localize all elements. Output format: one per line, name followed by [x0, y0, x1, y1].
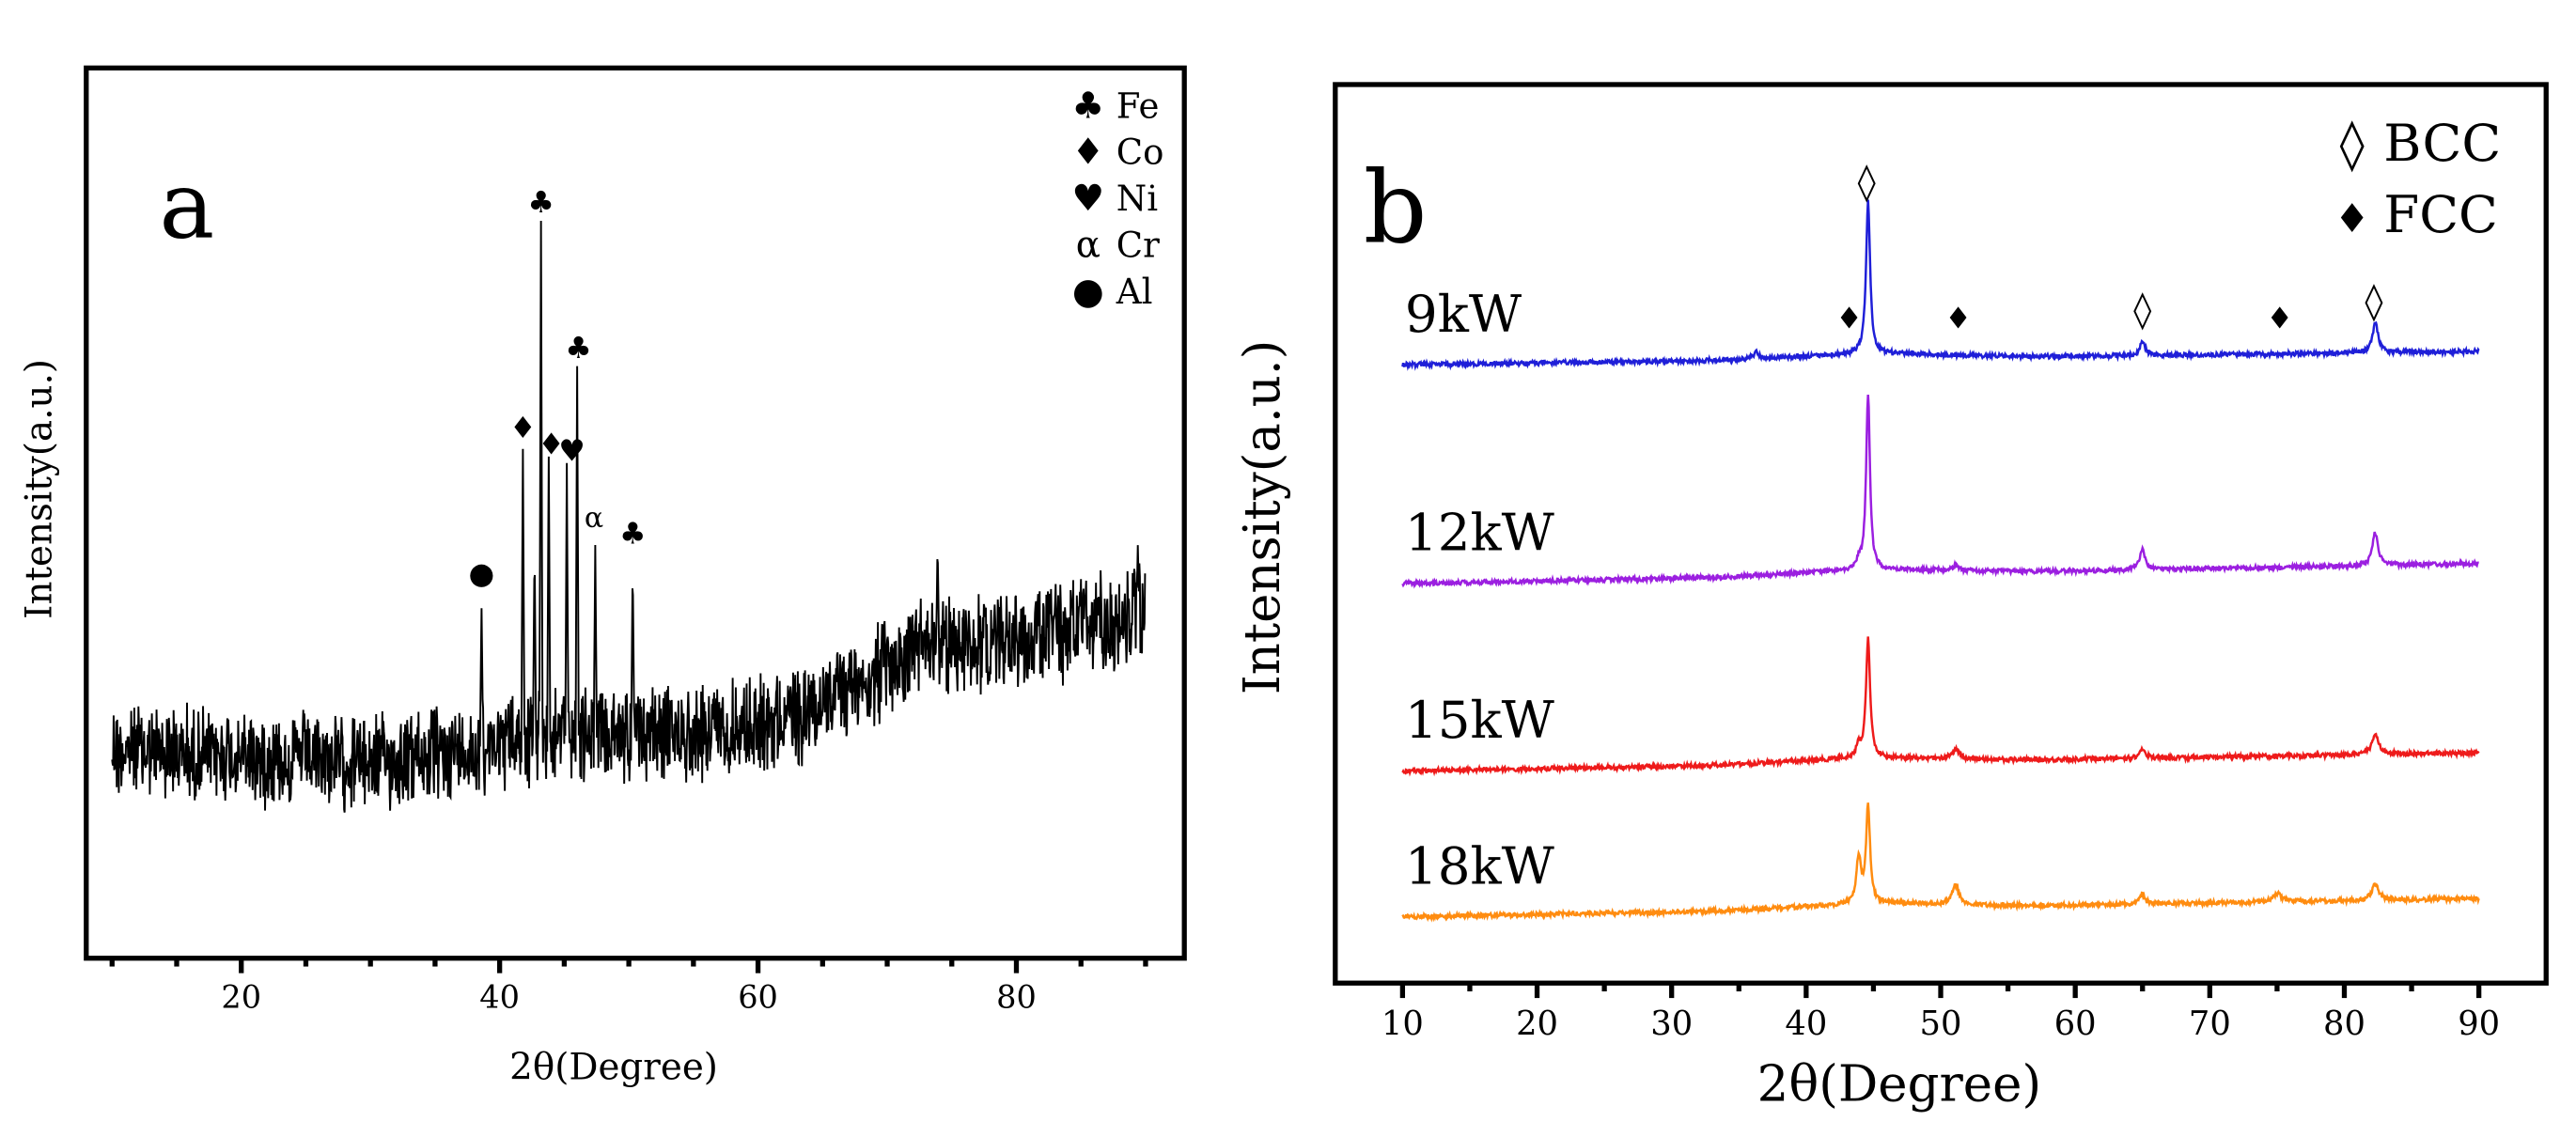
- panel-a-legend-symbol: ●: [1072, 271, 1104, 313]
- panel-b-x-tick-label: 90: [2458, 1005, 2500, 1043]
- panel-a-x-tick-label: 40: [479, 979, 520, 1016]
- panel-b-legend-label: BCC: [2383, 113, 2501, 173]
- panel-b-series-line: [1401, 802, 2480, 923]
- panel-a-peak-marker: ♣: [527, 186, 554, 220]
- panel-b-peak-marker: ♦: [2267, 302, 2293, 335]
- panel-b-series-line: [1401, 199, 2480, 371]
- panel-b-x-tick-label: 80: [2323, 1005, 2365, 1043]
- panel-b-x-tick-label: 70: [2189, 1005, 2231, 1043]
- panel-b-x-axis-title: 2θ(Degree): [1757, 1055, 2041, 1113]
- panel-a-y-axis-title: Intensity(a.u.): [19, 359, 61, 619]
- panel-a-plot-frame: [84, 65, 1187, 961]
- panel-b-peak-marker: ♦: [1835, 302, 1862, 335]
- panel-a-legend-symbol: ♥: [1071, 178, 1104, 220]
- panel-b-legend-symbol: ♦: [2334, 195, 2370, 241]
- panel-b-peak-marker: ◊: [2365, 280, 2383, 322]
- panel-a-x-tick-labels: 20 40 60 80: [221, 979, 1036, 1016]
- panel-a-peak-marker: ♣: [565, 332, 591, 366]
- panel-a-peak-marker: α: [585, 502, 603, 535]
- panel-b-series-label: 12kW: [1405, 503, 1555, 563]
- panel-a-peak-marker: ●: [469, 557, 495, 591]
- panel-b-series-labels: 9kW 12kW 15kW 18kW: [1405, 284, 1555, 896]
- panel-b-x-tick-label: 60: [2054, 1005, 2097, 1043]
- panel-a-peak-marker: ♣: [619, 518, 646, 552]
- panel-b-x-tick-labels: 10 20 30 40 50 60 70 80 90: [1382, 1005, 2500, 1043]
- panel-b-legend-symbol: ◊: [2340, 116, 2365, 173]
- panel-b-series-line: [1401, 636, 2480, 777]
- panel-b: 10 20 30 40 50 60 70 80 90 9kW 12kW 15kW 18kW ◊ ◊ ◊ ♦ ♦…: [1234, 82, 2549, 1113]
- panel-b-x-tick-label: 20: [1516, 1005, 1558, 1043]
- panel-a-legend-label: Cr: [1116, 225, 1160, 265]
- panel-a-legend: ♣ Fe ♦ Co ♥ Niα Cr ● Al: [1071, 85, 1163, 313]
- panel-a-xrd-series: [111, 220, 1147, 813]
- panel-b-x-tick-label: 10: [1382, 1005, 1424, 1043]
- panel-b-legend-label: FCC: [2383, 184, 2498, 244]
- panel-b-legend: ◊ BCC ♦ FCC: [2334, 113, 2501, 244]
- panel-a-peak-marker: ♦: [538, 428, 564, 461]
- panel-b-peak-marker: ◊: [1858, 161, 1877, 203]
- panel-a-legend-symbol: ♣: [1071, 85, 1104, 127]
- panel-b-y-axis-title: Intensity(a.u.): [1234, 340, 1291, 694]
- panel-a-x-tick-label: 80: [996, 979, 1037, 1016]
- panel-b-peak-marker: ◊: [2133, 288, 2152, 331]
- panel-b-label: b: [1364, 150, 1428, 266]
- panel-b-series-line: [1401, 394, 2479, 589]
- panel-a-legend-label: Al: [1116, 272, 1153, 312]
- panel-b-peak-markers: ◊ ◊ ◊ ♦ ♦ ♦: [1835, 161, 2383, 335]
- panel-a-label: a: [159, 151, 214, 259]
- panel-b-x-tick-label: 40: [1785, 1005, 1827, 1043]
- panel-a-legend-label: Ni: [1116, 179, 1158, 219]
- panel-b-series-label: 15kW: [1405, 690, 1555, 750]
- panel-b-series-group: [1401, 199, 2480, 923]
- panel-b-x-tick-label: 30: [1650, 1005, 1693, 1043]
- panel-a-legend-label: Co: [1116, 132, 1164, 173]
- panel-a-legend-symbol: ♦: [1071, 132, 1104, 174]
- panel-a: 20 40 60 80 ●♦♣♦♥♣α ♣ a 2θ(Degree) Intensity…: [19, 65, 1187, 1089]
- panel-b-series-label: 9kW: [1405, 284, 1522, 344]
- panel-b-x-ticks: [1399, 983, 2482, 999]
- panel-a-x-tick-label: 20: [221, 979, 261, 1016]
- panel-a-peak-markers: ●♦♣♦♥♣α ♣: [469, 186, 647, 591]
- panel-b-series-label: 18kW: [1405, 835, 1555, 896]
- panel-a-peak-marker: ♦: [509, 412, 536, 445]
- panel-a-x-tick-label: 60: [738, 979, 778, 1016]
- panel-a-x-ticks: [109, 958, 1148, 973]
- panel-a-legend-symbol: α: [1076, 224, 1101, 266]
- panel-b-x-tick-label: 50: [1920, 1005, 1962, 1043]
- panel-a-peak-marker: ♥: [558, 434, 585, 468]
- panel-a-x-axis-title: 2θ(Degree): [509, 1047, 718, 1089]
- panel-a-legend-label: Fe: [1116, 86, 1160, 126]
- panel-b-peak-marker: ♦: [1944, 302, 1971, 335]
